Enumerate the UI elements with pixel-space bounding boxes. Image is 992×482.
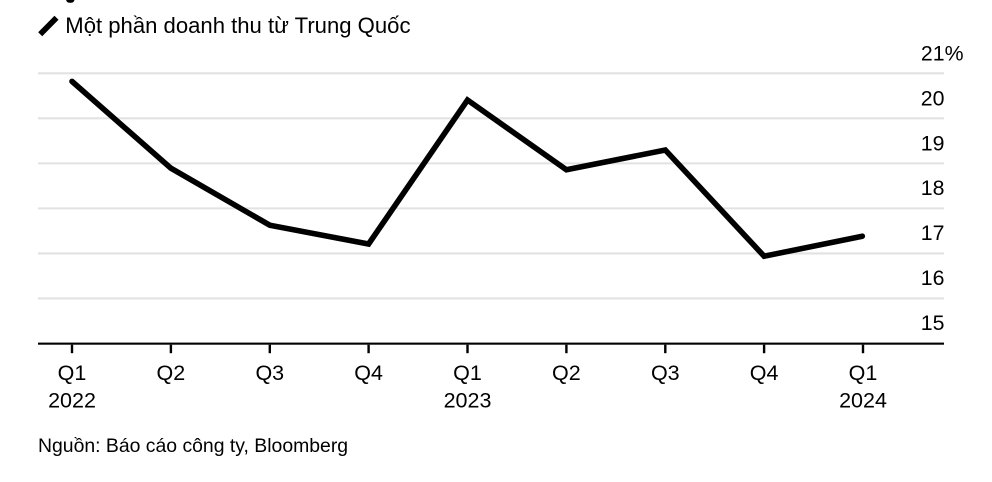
svg-text:16: 16 [921,266,945,290]
svg-text:2024: 2024 [839,389,887,413]
svg-text:2022: 2022 [48,389,96,413]
svg-text:21%: 21% [921,42,964,66]
svg-text:19: 19 [921,131,945,155]
svg-text:Q1: Q1 [849,361,878,385]
svg-text:Q3: Q3 [255,361,284,385]
svg-text:Nguồn: Báo cáo công ty, Bloomb: Nguồn: Báo cáo công ty, Bloomberg [38,435,348,457]
svg-text:20: 20 [921,86,945,110]
svg-text:Q1: Q1 [58,361,87,385]
svg-text:18: 18 [921,176,945,200]
svg-text:Q1: Q1 [453,361,482,385]
svg-text:17: 17 [921,221,945,245]
svg-text:2023: 2023 [444,389,492,413]
svg-text:Q3: Q3 [651,361,680,385]
svg-text:Q4: Q4 [750,361,779,385]
svg-text:15: 15 [921,311,945,335]
svg-text:Q2: Q2 [552,361,581,385]
svg-text:Q4: Q4 [354,361,383,385]
svg-text:Một phần doanh thu từ Trung Qu: Một phần doanh thu từ Trung Quốc [65,13,410,38]
svg-text:Q2: Q2 [157,361,186,385]
